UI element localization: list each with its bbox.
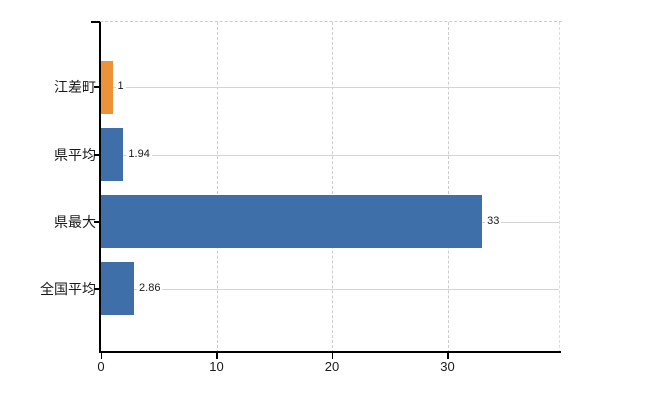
x-tick-label: 0: [97, 359, 105, 374]
y-axis-line: [99, 22, 101, 353]
y-axis-top-tick: [91, 21, 100, 23]
plot-top-border: [100, 21, 562, 22]
bar: [101, 262, 135, 315]
category-label: 全国平均: [40, 280, 96, 297]
plot-right-border: [559, 22, 560, 353]
category-label: 県最大: [54, 213, 96, 230]
category-label: 県平均: [54, 146, 96, 163]
x-axis-line: [99, 351, 561, 353]
vertical-gridline: [216, 22, 218, 353]
horizontal-gridline: [101, 87, 559, 88]
category-label: 江差町: [54, 79, 96, 95]
horizontal-gridline: [101, 154, 559, 156]
y-tick-mark: [94, 153, 100, 156]
bar-value-label: 1: [115, 80, 126, 93]
bar: [101, 128, 124, 181]
x-tick-mark: [100, 353, 102, 359]
x-tick-mark: [331, 353, 333, 359]
x-tick-label: 30: [440, 359, 455, 374]
y-tick-mark: [94, 287, 100, 290]
vertical-gridline: [332, 22, 333, 353]
horizontal-gridline: [101, 288, 559, 290]
x-tick-label: 20: [324, 359, 340, 374]
vertical-gridline: [447, 22, 449, 353]
x-tick-label: 10: [209, 359, 224, 374]
x-tick-mark: [216, 353, 218, 359]
y-tick-mark: [94, 86, 100, 88]
y-tick-mark: [94, 220, 100, 223]
bar-value-label: 2.86: [137, 281, 163, 295]
x-tick-mark: [447, 353, 449, 359]
bar: [101, 60, 113, 114]
bar: [101, 195, 483, 248]
bar-value-label: 33: [485, 214, 502, 228]
bar-value-label: 1.94: [126, 147, 152, 161]
